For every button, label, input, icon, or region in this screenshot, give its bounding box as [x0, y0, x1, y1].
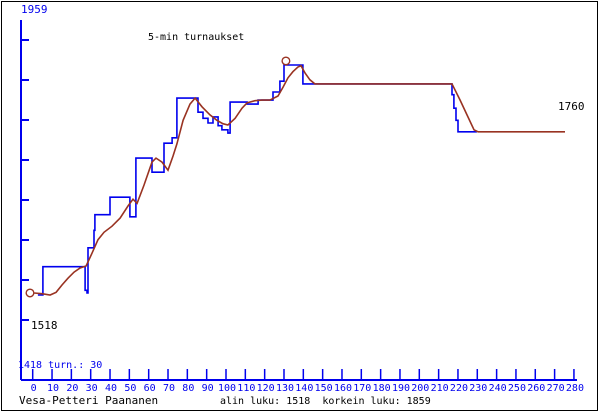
x-tick-label: 110	[237, 383, 256, 394]
x-tick-label: 180	[372, 383, 391, 394]
x-tick-label: 50	[124, 383, 137, 394]
y-axis-max-label: 1959	[21, 3, 48, 16]
x-tick-label: 170	[353, 383, 372, 394]
x-tick-label: 80	[182, 383, 195, 394]
x-tick-label: 0	[30, 383, 37, 394]
y-axis-bottom-label: 1418 turn.: 30	[18, 360, 103, 371]
x-tick-label: 270	[546, 383, 565, 394]
y-axis-min-rating-label: 1518	[31, 319, 58, 332]
x-tick-label: 90	[201, 383, 214, 394]
data-point-marker	[281, 56, 291, 66]
chart-frame	[1, 1, 598, 411]
x-tick-label: 140	[295, 383, 314, 394]
x-tick-label: 10	[46, 383, 60, 394]
x-tick-label: 160	[333, 383, 352, 394]
player-name: Vesa-Petteri Paananen	[19, 394, 159, 407]
x-tick-label: 20	[66, 383, 79, 394]
x-tick-label: 240	[488, 383, 507, 394]
rating-smoothed-line	[34, 64, 565, 296]
x-tick-label: 40	[104, 383, 118, 394]
x-tick-label: 210	[430, 383, 449, 394]
x-tick-label: 200	[411, 383, 430, 394]
x-tick-label: 260	[527, 383, 546, 394]
chart-title: 5-min turnaukset	[148, 32, 245, 43]
x-tick-label: 250	[507, 383, 526, 394]
x-tick-label: 100	[217, 383, 237, 394]
data-point-marker	[25, 288, 35, 298]
x-tick-label: 70	[162, 383, 176, 394]
x-tick-label: 230	[469, 383, 488, 394]
rating-steps-line	[37, 64, 477, 296]
x-tick-label: 120	[256, 383, 275, 394]
x-tick-label: 30	[85, 383, 98, 394]
x-tick-label: 60	[143, 383, 156, 394]
x-tick-label: 130	[275, 383, 295, 394]
rating-stats: alin luku: 1518 korkein luku: 1859	[220, 396, 431, 407]
x-tick-label: 190	[391, 383, 410, 394]
x-tick-label: 150	[314, 383, 333, 394]
final-rating-label: 1760	[558, 100, 585, 113]
x-tick-label: 220	[449, 383, 468, 394]
x-tick-label: 280	[565, 383, 584, 394]
